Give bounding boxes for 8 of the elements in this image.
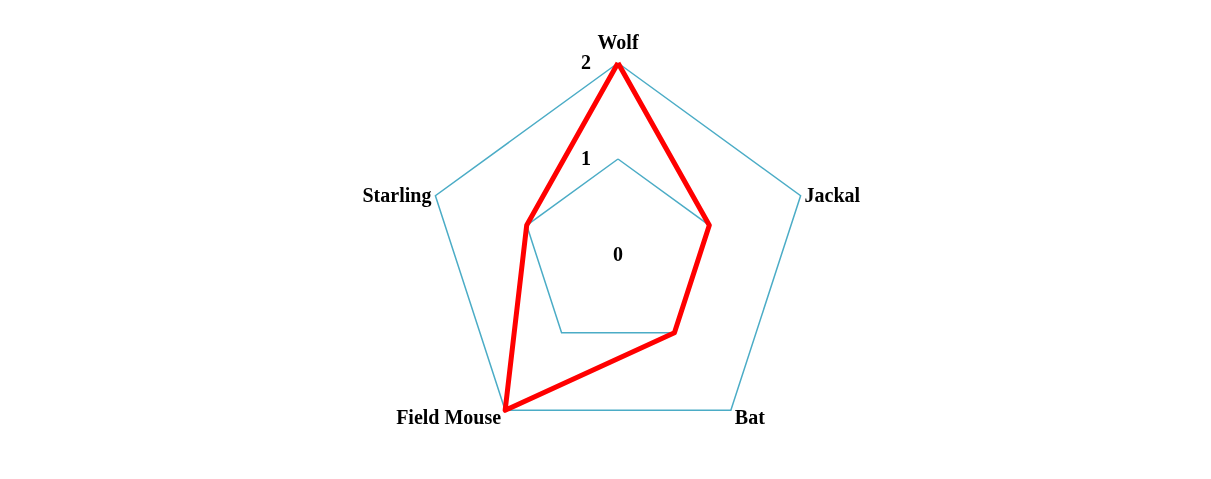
spoke-label: Bat	[734, 406, 766, 429]
y-tick-label: 1	[581, 147, 591, 169]
spoke-label: Jackal	[804, 183, 861, 206]
spoke-label: Starling	[362, 183, 432, 207]
y-tick-label: 2	[581, 51, 591, 73]
spoke-label: Field Mouse	[396, 406, 502, 429]
spoke-label: Wolf	[597, 31, 639, 53]
y-tick-label: 0	[613, 243, 623, 265]
